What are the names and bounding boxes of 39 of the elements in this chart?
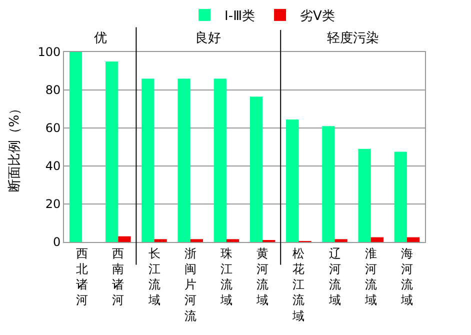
bar [358,148,371,242]
x-tick-label: 珠江流域 [219,246,232,308]
x-tick-label: 西南诸河 [112,246,124,308]
bar [106,62,118,242]
bar [334,239,348,242]
bar [154,239,167,242]
bar [214,78,226,242]
legend-label: 劣Ⅴ类 [300,9,335,24]
y-tick-label: 60 [45,121,61,136]
x-tick-label: 淮河流域 [364,246,377,308]
x-tick-label: 西北诸河 [76,246,88,308]
bar [118,236,131,242]
text: 良好 [195,31,221,46]
bar [178,78,190,242]
x-tick-label: 辽河流域 [328,246,341,308]
text: 轻度污染 [327,30,379,46]
bar [406,237,420,242]
x-tick-label: 松花江流域 [292,246,305,323]
bar [394,152,407,242]
x-tick-label: 海河流域 [400,246,413,308]
y-tick-label: 40 [45,159,61,174]
y-tick-label: 80 [45,83,61,98]
bar [142,78,154,242]
bar [370,237,384,242]
bar [286,119,299,242]
y-tick-label: 20 [45,197,61,212]
y-tick-label: 0 [52,235,61,250]
bar [250,96,263,242]
y-axis-title: 断面比例（%） [8,102,23,192]
legend-label: Ⅰ-Ⅲ类 [224,9,256,24]
x-tick-label: 黄河流域 [256,246,269,308]
text: 优 [94,31,107,46]
y-tick-label: 100 [38,45,61,60]
bar [190,239,203,242]
bar [322,126,335,242]
bar [226,239,240,242]
bar [69,52,82,242]
x-tick-label: 浙闽片河流 [184,246,196,323]
x-tick-label: 长江流域 [147,246,160,308]
